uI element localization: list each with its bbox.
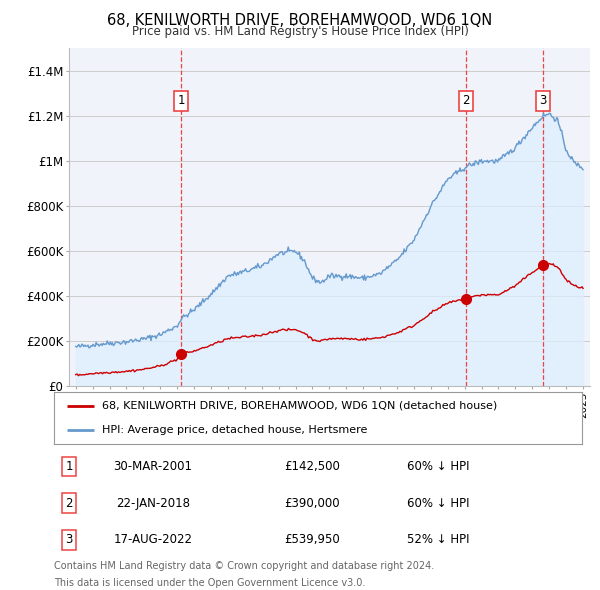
Text: £142,500: £142,500 [284,460,340,473]
Text: £539,950: £539,950 [284,533,340,546]
Text: HPI: Average price, detached house, Hertsmere: HPI: Average price, detached house, Hert… [101,425,367,435]
Text: 1: 1 [178,94,185,107]
Text: 3: 3 [65,533,73,546]
Text: £390,000: £390,000 [284,497,340,510]
Text: 30-MAR-2001: 30-MAR-2001 [113,460,193,473]
Text: This data is licensed under the Open Government Licence v3.0.: This data is licensed under the Open Gov… [54,578,365,588]
Text: 3: 3 [539,94,547,107]
Text: 2: 2 [65,497,73,510]
Text: 68, KENILWORTH DRIVE, BOREHAMWOOD, WD6 1QN: 68, KENILWORTH DRIVE, BOREHAMWOOD, WD6 1… [107,13,493,28]
Text: Price paid vs. HM Land Registry's House Price Index (HPI): Price paid vs. HM Land Registry's House … [131,25,469,38]
Text: 68, KENILWORTH DRIVE, BOREHAMWOOD, WD6 1QN (detached house): 68, KENILWORTH DRIVE, BOREHAMWOOD, WD6 1… [101,401,497,411]
Text: 22-JAN-2018: 22-JAN-2018 [116,497,190,510]
Text: 17-AUG-2022: 17-AUG-2022 [113,533,193,546]
Text: 60% ↓ HPI: 60% ↓ HPI [407,497,469,510]
Text: 1: 1 [65,460,73,473]
Text: Contains HM Land Registry data © Crown copyright and database right 2024.: Contains HM Land Registry data © Crown c… [54,561,434,571]
Text: 60% ↓ HPI: 60% ↓ HPI [407,460,469,473]
Text: 52% ↓ HPI: 52% ↓ HPI [407,533,469,546]
Text: 2: 2 [462,94,469,107]
